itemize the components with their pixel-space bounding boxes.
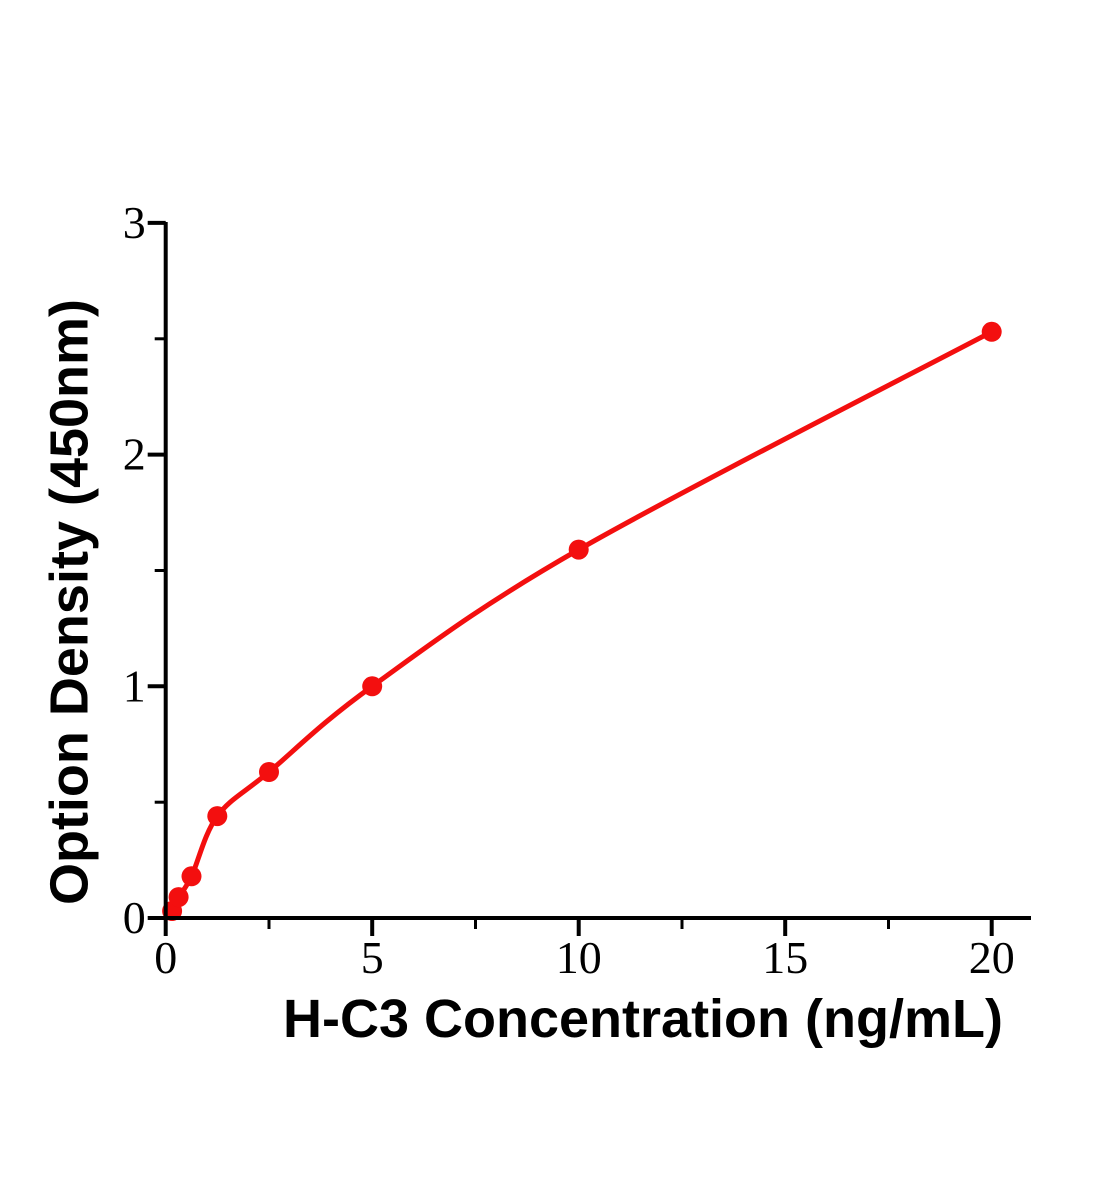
x-tick-label: 15 — [762, 932, 808, 983]
data-point — [207, 806, 228, 827]
y-tick-label: 0 — [123, 892, 146, 943]
y-tick-label: 3 — [123, 197, 146, 248]
standard-curve-line — [163, 329, 995, 921]
x-tick-label: 10 — [556, 932, 602, 983]
data-point — [981, 321, 1002, 342]
y-axis-title: Option Density (450nm) — [39, 298, 100, 906]
data-point — [259, 762, 279, 782]
x-tick-label: 5 — [361, 932, 384, 983]
x-tick-label: 0 — [154, 932, 177, 983]
x-tick-label: 20 — [969, 932, 1015, 983]
y-tick-label: 1 — [123, 660, 146, 711]
axis-lines — [163, 222, 1031, 920]
data-point — [168, 887, 189, 908]
data-point — [362, 676, 383, 697]
x-axis-title: H-C3 Concentration (ng/mL) — [283, 989, 1003, 1049]
y-tick-label: 2 — [123, 429, 146, 480]
series-group — [162, 321, 1002, 921]
data-point — [181, 866, 202, 887]
data-point — [568, 539, 589, 560]
axes-group: 0 5 10 15 20 0 1 2 3 — [123, 197, 1031, 983]
